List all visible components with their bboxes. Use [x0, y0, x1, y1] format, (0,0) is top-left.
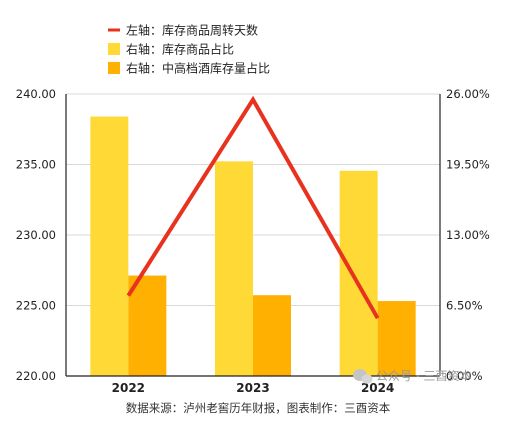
bar [339, 170, 378, 376]
right-tick-label: 0.00% [446, 369, 483, 383]
watermark: 公众号 · 三酉资本 [353, 369, 471, 384]
tick-labels: 220.00 225.00 230.00 235.00 240.00 0.00% 6.50%… [16, 87, 490, 395]
x-tick-label: 2024 [361, 381, 394, 395]
wechat-icon [353, 369, 373, 384]
right-tick-label: 13.00% [446, 228, 490, 242]
right-tick-label: 6.50% [446, 299, 483, 313]
left-tick-label: 230.00 [16, 228, 56, 242]
left-tick-label: 225.00 [16, 299, 56, 313]
legend-swatch [108, 43, 120, 55]
x-tick-label: 2022 [112, 381, 145, 395]
legend-label: 右轴：中高档酒库存量占比 [126, 61, 270, 76]
bar [215, 161, 253, 376]
legend-label: 左轴：库存商品周转天数 [126, 23, 258, 38]
bars [90, 116, 416, 376]
watermark-text: 公众号 · 三酉资本 [376, 369, 471, 383]
source-note: 数据来源：泸州老窖历年财报，图表制作：三酉资本 [126, 401, 391, 415]
legend-label: 右轴：库存商品占比 [126, 42, 234, 57]
bar [253, 295, 291, 376]
x-tick-label: 2023 [236, 381, 269, 395]
right-tick-label: 26.00% [446, 87, 490, 101]
line-series [126, 95, 380, 320]
bar [128, 275, 167, 376]
left-tick-label: 220.00 [16, 369, 56, 383]
left-tick-label: 235.00 [16, 158, 56, 172]
left-tick-label: 240.00 [16, 87, 56, 101]
bar [377, 301, 416, 376]
axes [65, 94, 441, 377]
right-tick-label: 19.50% [446, 158, 490, 172]
legend-swatch [108, 62, 120, 74]
bar [90, 116, 129, 376]
